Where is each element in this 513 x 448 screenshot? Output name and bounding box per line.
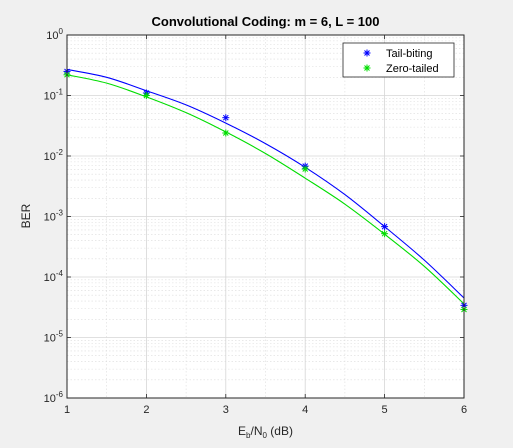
data-point-zero-tailed bbox=[142, 92, 150, 99]
y-tick-label: 100 bbox=[46, 27, 63, 42]
x-label-tail: (dB) bbox=[267, 424, 293, 438]
chart-title: Convolutional Coding: m = 6, L = 100 bbox=[151, 14, 379, 29]
x-tick-label: 5 bbox=[382, 404, 388, 416]
legend-label-tail-biting: Tail-biting bbox=[386, 48, 432, 60]
legend: Tail-biting Zero-tailed bbox=[342, 42, 455, 78]
series-line-tail-biting bbox=[66, 68, 465, 299]
y-tick-label: 10-4 bbox=[44, 269, 64, 284]
data-point-tail-biting bbox=[222, 114, 230, 122]
x-tick-label: 6 bbox=[461, 404, 467, 416]
data-point-zero-tailed bbox=[222, 129, 230, 137]
data-point-tail-biting bbox=[381, 223, 389, 231]
x-tick-label: 4 bbox=[302, 404, 308, 416]
x-label-sub2: 0 bbox=[263, 431, 268, 440]
y-tick-label: 10-3 bbox=[44, 209, 64, 224]
x-label-mid: /N bbox=[251, 424, 263, 438]
legend-marker-tail-biting bbox=[363, 49, 371, 57]
series-line-zero-tailed bbox=[66, 74, 465, 305]
x-tick-label: 1 bbox=[64, 404, 70, 416]
x-tick-label: 3 bbox=[223, 404, 229, 416]
y-tick-label: 10-1 bbox=[44, 88, 64, 103]
axis-ticks bbox=[66, 34, 465, 399]
legend-box bbox=[342, 42, 455, 78]
data-point-zero-tailed bbox=[301, 165, 309, 173]
x-label-sub1: b bbox=[246, 431, 251, 440]
y-tick-label: 10-6 bbox=[44, 390, 64, 405]
series-curves bbox=[66, 68, 465, 305]
x-axis-label: Eb/N0 (dB) bbox=[238, 424, 293, 440]
y-tick-label: 10-2 bbox=[44, 148, 64, 163]
x-tick-label: 2 bbox=[143, 404, 149, 416]
y-axis-label: BER bbox=[19, 203, 33, 228]
x-tick-labels: 1 2 3 4 5 6 bbox=[64, 404, 467, 416]
data-point-zero-tailed bbox=[381, 230, 389, 238]
legend-marker-zero-tailed bbox=[363, 64, 371, 72]
legend-label-zero-tailed: Zero-tailed bbox=[386, 63, 439, 75]
y-tick-label: 10-5 bbox=[44, 330, 64, 345]
y-tick-labels: 100 10-1 10-2 10-3 10-4 10-5 10-6 bbox=[44, 27, 64, 405]
x-label-base: E bbox=[238, 424, 246, 438]
